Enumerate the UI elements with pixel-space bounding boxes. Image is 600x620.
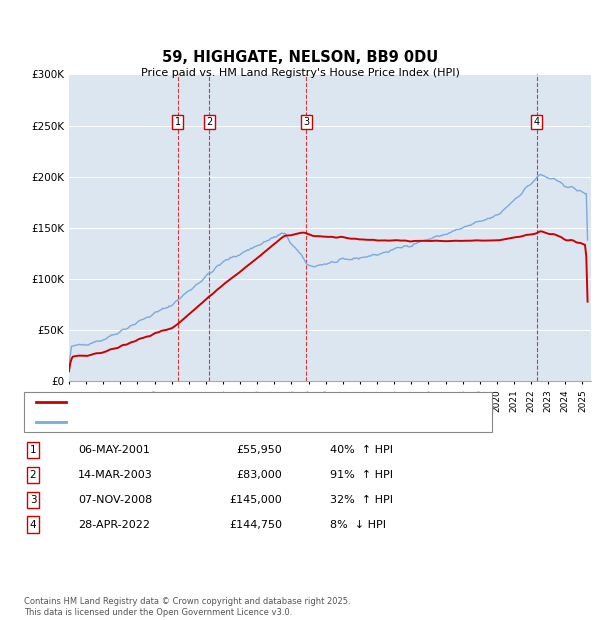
Text: £144,750: £144,750 bbox=[229, 520, 282, 529]
Text: 28-APR-2022: 28-APR-2022 bbox=[78, 520, 150, 529]
Text: Price paid vs. HM Land Registry's House Price Index (HPI): Price paid vs. HM Land Registry's House … bbox=[140, 68, 460, 78]
Text: 4: 4 bbox=[533, 117, 540, 127]
Text: 40%  ↑ HPI: 40% ↑ HPI bbox=[330, 445, 393, 455]
Text: £83,000: £83,000 bbox=[236, 470, 282, 480]
Text: 06-MAY-2001: 06-MAY-2001 bbox=[78, 445, 150, 455]
Text: 14-MAR-2003: 14-MAR-2003 bbox=[78, 470, 153, 480]
Text: 3: 3 bbox=[303, 117, 309, 127]
Text: Contains HM Land Registry data © Crown copyright and database right 2025.
This d: Contains HM Land Registry data © Crown c… bbox=[24, 598, 350, 617]
Text: 1: 1 bbox=[175, 117, 181, 127]
Text: 1: 1 bbox=[29, 445, 37, 455]
Text: 8%  ↓ HPI: 8% ↓ HPI bbox=[330, 520, 386, 529]
Text: 2: 2 bbox=[29, 470, 37, 480]
Text: 07-NOV-2008: 07-NOV-2008 bbox=[78, 495, 152, 505]
Text: 59, HIGHGATE, NELSON, BB9 0DU (semi-detached house): 59, HIGHGATE, NELSON, BB9 0DU (semi-deta… bbox=[72, 397, 371, 407]
Text: £145,000: £145,000 bbox=[229, 495, 282, 505]
Text: 91%  ↑ HPI: 91% ↑ HPI bbox=[330, 470, 393, 480]
Text: 59, HIGHGATE, NELSON, BB9 0DU: 59, HIGHGATE, NELSON, BB9 0DU bbox=[162, 50, 438, 65]
Text: 4: 4 bbox=[29, 520, 37, 529]
Text: £55,950: £55,950 bbox=[236, 445, 282, 455]
Text: 3: 3 bbox=[29, 495, 37, 505]
Text: HPI: Average price, semi-detached house, Pendle: HPI: Average price, semi-detached house,… bbox=[72, 417, 329, 427]
Text: 32%  ↑ HPI: 32% ↑ HPI bbox=[330, 495, 393, 505]
Text: 2: 2 bbox=[206, 117, 212, 127]
